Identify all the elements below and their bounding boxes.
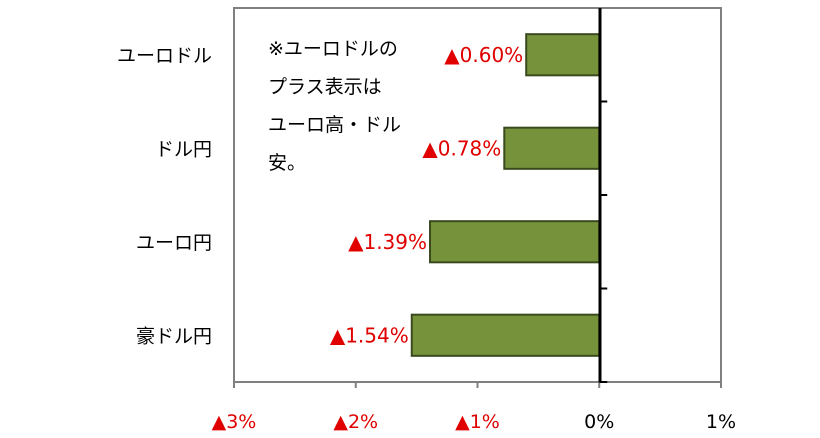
x-tick-label: 0% bbox=[584, 411, 614, 433]
x-tick-labels: ▲3% ▲2% ▲1% 0% 1% bbox=[212, 411, 736, 433]
data-labels: ▲0.60% ▲0.78% ▲1.39% ▲1.54% bbox=[330, 43, 523, 348]
x-tick-label: ▲1% bbox=[455, 411, 500, 433]
category-label: ユーロドル bbox=[117, 45, 212, 67]
bar bbox=[410, 313, 601, 357]
bar bbox=[525, 33, 601, 77]
chart-annotation: ※ユーロドルの プラス表示は ユーロ高・ドル 安。 bbox=[268, 38, 402, 174]
category-label: ドル円 bbox=[155, 138, 212, 160]
data-label: ▲0.78% bbox=[422, 136, 501, 160]
bar bbox=[429, 220, 601, 264]
category-label: 豪ドル円 bbox=[136, 325, 212, 347]
x-tick-label: 1% bbox=[706, 411, 736, 433]
data-label: ▲1.54% bbox=[330, 323, 409, 347]
x-tick-label: ▲2% bbox=[333, 411, 378, 433]
x-tick-label: ▲3% bbox=[212, 411, 257, 433]
category-label: ユーロ円 bbox=[136, 232, 212, 254]
bars bbox=[410, 33, 601, 357]
data-label: ▲0.60% bbox=[444, 43, 523, 67]
bar bbox=[503, 126, 601, 170]
category-tick-marks bbox=[599, 100, 608, 383]
data-label: ▲1.39% bbox=[348, 230, 427, 254]
